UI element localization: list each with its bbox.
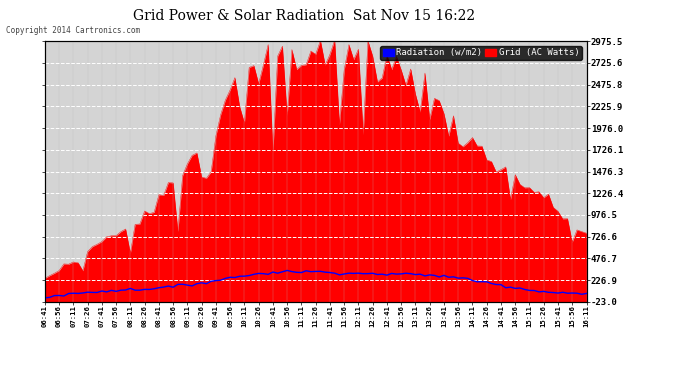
Text: Grid Power & Solar Radiation  Sat Nov 15 16:22: Grid Power & Solar Radiation Sat Nov 15 …	[132, 9, 475, 23]
Text: Copyright 2014 Cartronics.com: Copyright 2014 Cartronics.com	[6, 26, 139, 35]
Legend: Radiation (w/m2), Grid (AC Watts): Radiation (w/m2), Grid (AC Watts)	[380, 46, 582, 60]
